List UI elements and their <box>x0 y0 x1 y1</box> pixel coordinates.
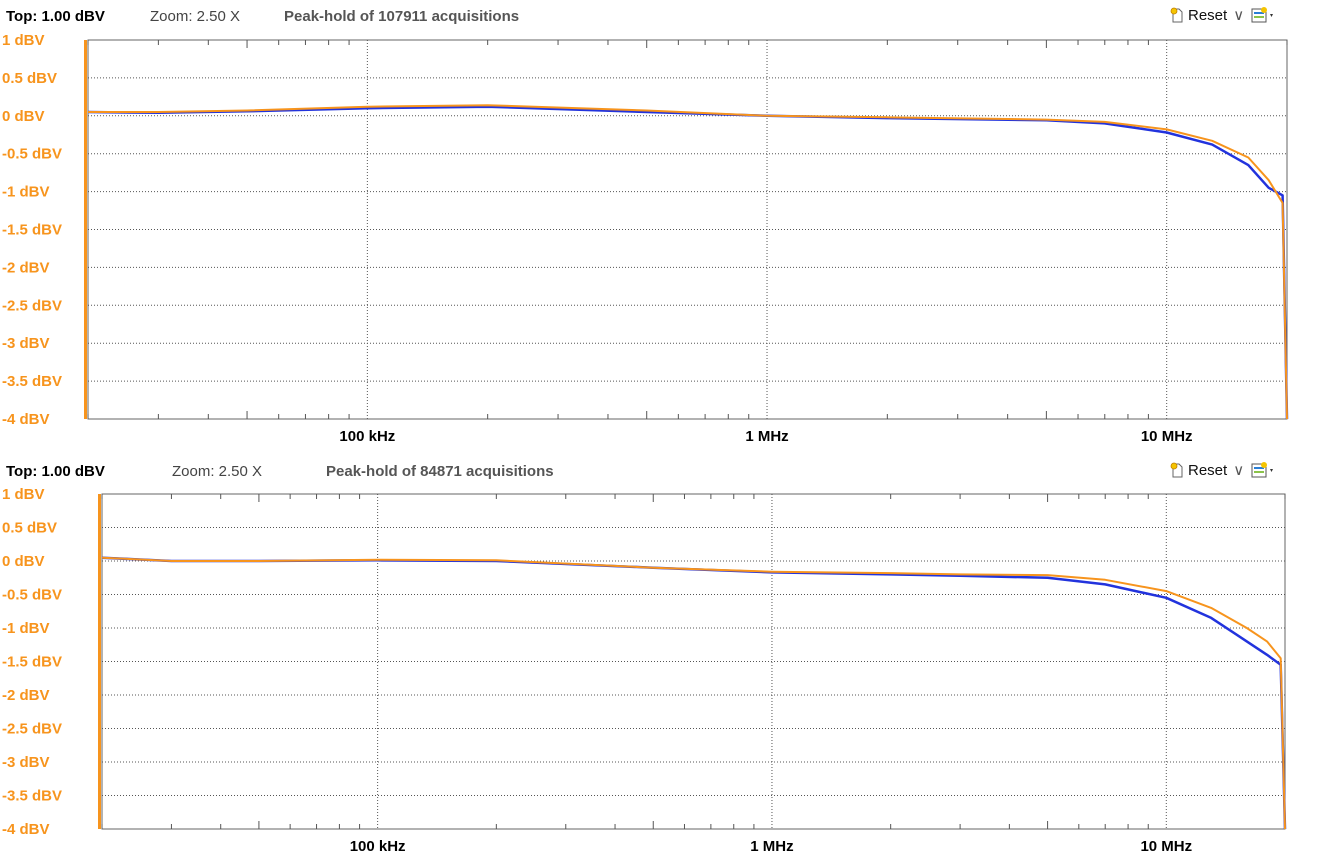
y-tick-label: -2 dBV <box>2 259 50 276</box>
y-tick-label: -3.5 dBV <box>2 373 62 390</box>
spectrum-panel-bottom: Top: 1.00 dBV Zoom: 2.50 X Peak-hold of … <box>0 456 1327 856</box>
properties-icon[interactable] <box>1250 6 1276 24</box>
y-tick-label: -1.5 dBV <box>2 654 62 671</box>
y-tick-label: -3.5 dBV <box>2 788 62 805</box>
y-tick-label: -2.5 dBV <box>2 721 62 738</box>
y-tick-label: -0.5 dBV <box>2 146 62 163</box>
spectrum-panel-top: Top: 1.00 dBV Zoom: 2.50 X Peak-hold of … <box>0 0 1327 445</box>
orange-trace <box>88 104 1288 420</box>
y-tick-label: -0.5 dBV <box>2 587 62 604</box>
y-axis-bar <box>84 40 87 419</box>
top-level-label: Top: 1.00 dBV <box>6 463 105 480</box>
top-level-label: Top: 1.00 dBV <box>6 8 105 25</box>
y-tick-label: 0.5 dBV <box>2 70 57 87</box>
y-tick-label: -1 dBV <box>2 620 50 637</box>
peak-hold-label: Peak-hold of 84871 acquisitions <box>326 463 554 480</box>
y-tick-label: 0 dBV <box>2 108 45 125</box>
plot-area <box>87 39 1288 420</box>
x-tick-label: 10 MHz <box>1141 428 1193 445</box>
reset-icon <box>1170 7 1183 23</box>
y-tick-label: -2.5 dBV <box>2 297 62 314</box>
panel-header: Top: 1.00 dBV Zoom: 2.50 X Peak-hold of … <box>0 456 1327 490</box>
collapse-chevron-icon[interactable]: ∨ <box>1233 462 1245 479</box>
spectrum-chart: 1 dBV 0.5 dBV 0 dBV -0.5 dBV -1 dBV -1.5 dBV -… <box>2 32 1289 445</box>
y-tick-label: 0 dBV <box>2 553 45 570</box>
orange-trace <box>101 556 1286 830</box>
panel-toolbar: Reset ∨ <box>1170 6 1276 24</box>
x-tick-label: 100 kHz <box>339 428 395 445</box>
panel-header: Top: 1.00 dBV Zoom: 2.50 X Peak-hold of … <box>0 0 1327 34</box>
y-axis-bar <box>98 494 101 829</box>
y-tick-label: -3 dBV <box>2 335 50 352</box>
y-tick-label: 0.5 dBV <box>2 520 57 537</box>
y-tick-label: -1.5 dBV <box>2 222 62 239</box>
reset-button[interactable]: Reset <box>1170 462 1227 479</box>
x-tick-label: 100 kHz <box>350 838 406 855</box>
y-tick-label: 1 dBV <box>2 486 45 503</box>
y-tick-label: -3 dBV <box>2 754 50 771</box>
y-tick-label: 1 dBV <box>2 32 45 49</box>
reset-icon <box>1170 462 1183 478</box>
y-tick-label: -2 dBV <box>2 687 50 704</box>
properties-icon[interactable] <box>1250 461 1276 479</box>
zoom-label: Zoom: 2.50 X <box>150 8 241 25</box>
y-tick-label: -4 dBV <box>2 821 50 838</box>
reset-label: Reset <box>1188 461 1228 479</box>
y-tick-label: -1 dBV <box>2 184 50 201</box>
x-tick-label: 10 MHz <box>1140 838 1192 855</box>
peak-hold-label: Peak-hold of 107911 acquisitions <box>284 8 520 25</box>
reset-button[interactable]: Reset <box>1170 7 1227 24</box>
x-tick-label: 1 MHz <box>745 428 788 445</box>
collapse-chevron-icon[interactable]: ∨ <box>1233 7 1245 24</box>
panel-toolbar: Reset ∨ <box>1170 461 1276 479</box>
y-tick-label: -4 dBV <box>2 411 50 428</box>
reset-label: Reset <box>1188 6 1228 24</box>
spectrum-chart: 1 dBV 0.5 dBV 0 dBV -0.5 dBV -1 dBV -1.5 dBV -… <box>2 486 1287 855</box>
x-tick-label: 1 MHz <box>750 838 793 855</box>
zoom-label: Zoom: 2.50 X <box>172 463 263 480</box>
